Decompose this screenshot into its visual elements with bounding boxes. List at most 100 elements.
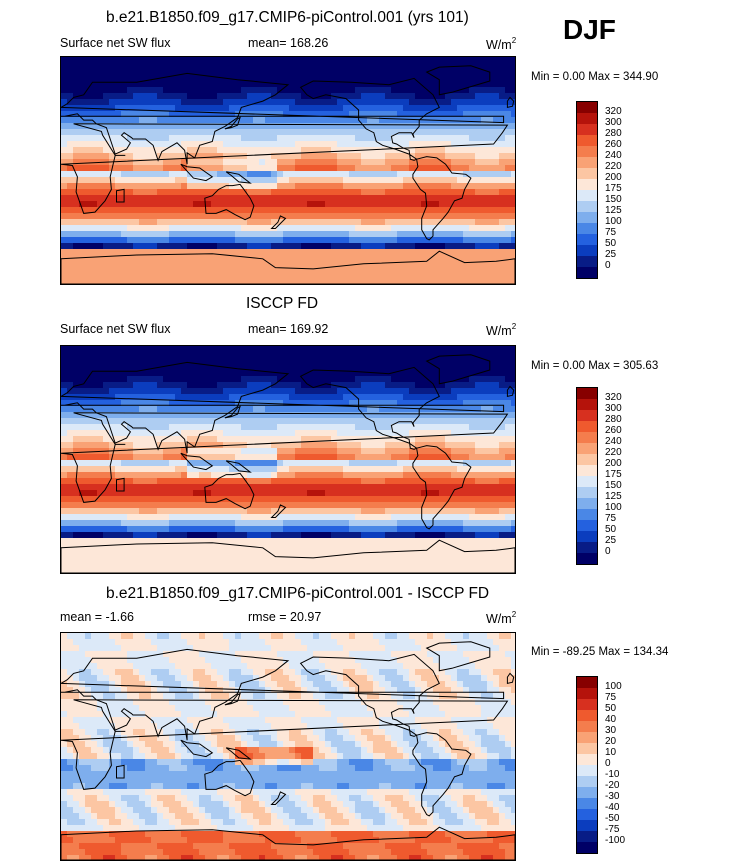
map-cell xyxy=(259,195,265,201)
map-cell xyxy=(415,279,421,284)
map-cell xyxy=(253,81,259,87)
map-cell xyxy=(487,346,493,352)
map-cell xyxy=(355,231,361,237)
map-cell xyxy=(217,261,223,267)
map-cell xyxy=(463,496,469,502)
map-cell xyxy=(169,201,175,207)
map-cell xyxy=(235,195,241,201)
map-cell xyxy=(199,412,205,418)
map-cell xyxy=(91,400,97,406)
map-cell xyxy=(313,165,319,171)
map-cell xyxy=(265,472,271,478)
map-cell xyxy=(295,478,301,484)
map-cell xyxy=(67,93,73,99)
map-cell xyxy=(229,213,235,219)
map-cell xyxy=(247,123,253,129)
map-cell xyxy=(265,219,271,225)
map-cell xyxy=(139,231,145,237)
map-cell xyxy=(79,502,85,508)
map-cell xyxy=(157,135,163,141)
map-cell xyxy=(295,57,301,63)
map-cell xyxy=(421,496,427,502)
map-cell xyxy=(481,177,487,183)
map-cell xyxy=(265,273,271,279)
map-cell xyxy=(313,261,319,267)
map-cell xyxy=(157,93,163,99)
map-cell xyxy=(277,69,283,75)
map-cell xyxy=(79,165,85,171)
map-cell xyxy=(229,400,235,406)
map-cell xyxy=(187,376,193,382)
map-cell xyxy=(247,219,253,225)
map-cell xyxy=(121,93,127,99)
map-cell xyxy=(175,418,181,424)
map-cell xyxy=(73,370,79,376)
map-cell xyxy=(229,424,235,430)
map-cell xyxy=(469,388,475,394)
map-cell xyxy=(313,57,319,63)
map-cell xyxy=(277,496,283,502)
map-cell xyxy=(61,93,67,99)
map-cell xyxy=(91,430,97,436)
map-cell xyxy=(175,213,181,219)
map-cell xyxy=(271,141,277,147)
map-cell xyxy=(211,81,217,87)
map-cell xyxy=(505,279,511,284)
map-cell xyxy=(193,183,199,189)
map-cell xyxy=(127,195,133,201)
map-cell xyxy=(205,364,211,370)
map-cell xyxy=(295,490,301,496)
map-cell xyxy=(271,394,277,400)
map-cell xyxy=(379,261,385,267)
map-cell xyxy=(397,376,403,382)
map-cell xyxy=(499,129,505,135)
map-cell xyxy=(241,243,247,249)
map-cell xyxy=(391,81,397,87)
map-cell xyxy=(475,63,481,69)
map-cell xyxy=(271,352,277,358)
map-cell xyxy=(505,496,511,502)
map-cell xyxy=(415,177,421,183)
map-cell xyxy=(85,388,91,394)
map-cell xyxy=(295,472,301,478)
map-cell xyxy=(397,394,403,400)
map-cell xyxy=(127,237,133,243)
map-cell xyxy=(259,207,265,213)
map-cell xyxy=(253,225,259,231)
map-cell xyxy=(73,165,79,171)
map-cell xyxy=(91,93,97,99)
map-cell xyxy=(265,394,271,400)
map-cell xyxy=(97,171,103,177)
map-cell xyxy=(289,225,295,231)
map-cell xyxy=(277,346,283,352)
map-cell xyxy=(169,129,175,135)
map-cell xyxy=(187,57,193,63)
map-cell xyxy=(445,279,451,284)
map-cell xyxy=(439,219,445,225)
map-cell xyxy=(73,358,79,364)
map-cell xyxy=(73,273,79,279)
map-cell xyxy=(307,99,313,105)
map-cell xyxy=(265,123,271,129)
map-cell xyxy=(193,255,199,261)
map-cell xyxy=(181,129,187,135)
map-cell xyxy=(349,165,355,171)
map-cell xyxy=(295,442,301,448)
map-cell xyxy=(157,57,163,63)
map-cell xyxy=(115,243,121,249)
map-cell xyxy=(73,153,79,159)
map-cell xyxy=(259,273,265,279)
map-cell xyxy=(133,165,139,171)
map-cell xyxy=(373,382,379,388)
map-cell xyxy=(457,478,463,484)
map-cell xyxy=(289,99,295,105)
colorbar-swatch xyxy=(577,157,597,168)
map-cell xyxy=(313,81,319,87)
map-cell xyxy=(325,195,331,201)
map-cell xyxy=(79,117,85,123)
map-cell xyxy=(157,436,163,442)
map-cell xyxy=(367,249,373,255)
map-cell xyxy=(61,153,67,159)
map-cell xyxy=(79,69,85,75)
map-cell xyxy=(367,93,373,99)
